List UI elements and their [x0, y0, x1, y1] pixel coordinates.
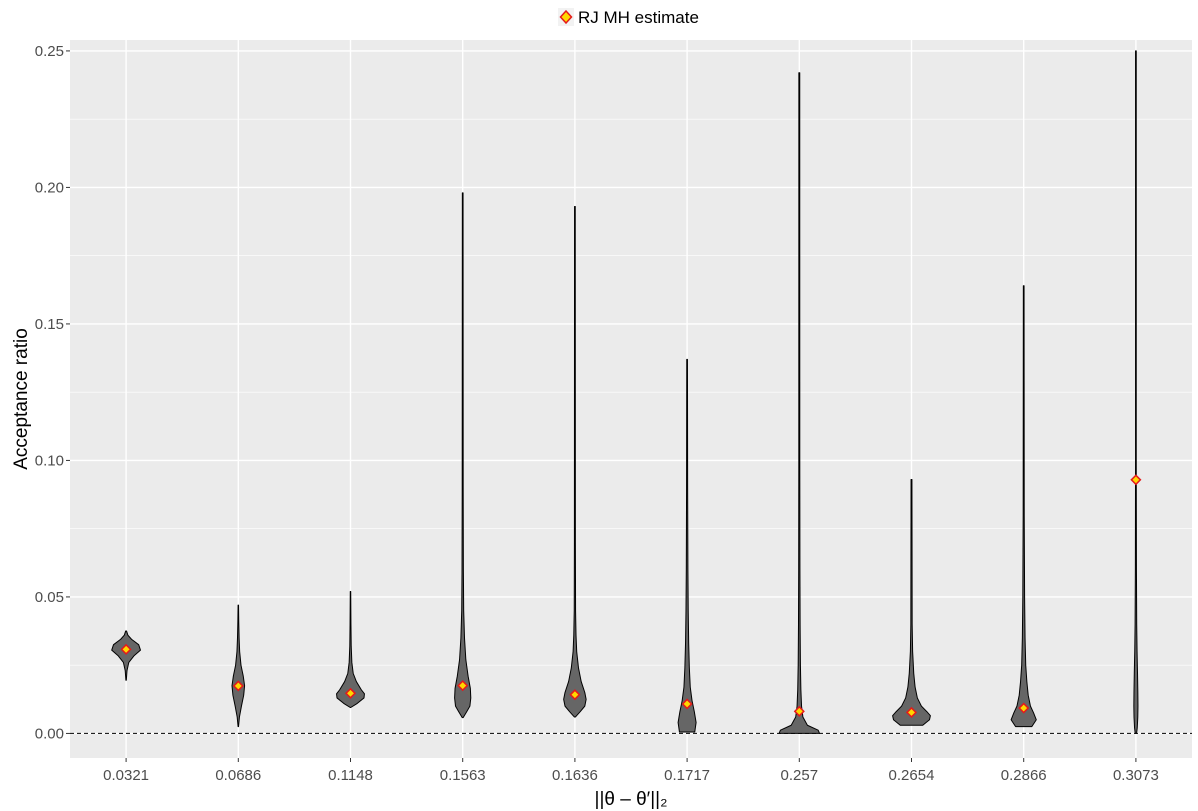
legend-diamond-marker	[559, 9, 573, 25]
violins	[111, 50, 1139, 734]
violin-0.3073	[1133, 50, 1139, 734]
y-tick-label: 0.20	[35, 179, 64, 196]
estimate-point-0.2866	[1018, 702, 1030, 714]
x-tick-label: 0.0686	[215, 767, 261, 784]
y-tick-label: 0.25	[35, 43, 64, 60]
x-tick-label: 0.257	[781, 767, 819, 784]
estimate-point-0.0321	[120, 643, 132, 655]
estimate-point-0.1148	[344, 687, 357, 699]
x-tick-label: 0.2866	[1001, 767, 1047, 784]
x-tick-label: 0.1563	[440, 767, 486, 784]
legend-label: RJ MH estimate	[578, 8, 699, 27]
violin-0.2866	[1010, 285, 1037, 728]
violin-0.2654	[892, 479, 931, 726]
estimate-point-0.1563	[457, 680, 469, 692]
y-tick-label: 0.10	[35, 452, 64, 469]
x-axis-title: ||θ – θ′||₂	[595, 789, 668, 810]
estimate-point-0.3073	[1130, 474, 1142, 486]
estimate-point-0.2654	[905, 706, 918, 718]
violin-0.1636	[563, 206, 587, 718]
violin-0.0686	[231, 604, 246, 728]
x-tick-label: 0.1717	[664, 767, 710, 784]
violin-0.1717	[677, 358, 697, 733]
x-tick-label: 0.1636	[552, 767, 598, 784]
violin-0.1148	[336, 590, 365, 708]
x-tick-label: 0.3073	[1113, 767, 1159, 784]
estimate-point-0.0686	[232, 680, 244, 692]
y-tick-label: 0.00	[35, 725, 64, 742]
y-axis: 0.00 0.05 0.10 0.15 0.20 0.25	[35, 43, 70, 742]
y-axis-title: Acceptance ratio	[11, 328, 32, 470]
estimate-point-0.1717	[681, 698, 693, 710]
plot-panel	[70, 40, 1192, 758]
estimate-point-0.257	[793, 705, 805, 717]
estimate-point-0.1636	[569, 689, 581, 701]
violin-0.0321	[111, 630, 141, 681]
x-tick-label: 0.1148	[328, 767, 373, 784]
x-tick-label: 0.0321	[103, 767, 149, 784]
legend: RJ MH estimate	[558, 8, 699, 27]
x-axis: 0.0321 0.0686 0.1148 0.1563 0.1636 0.1717 0.25…	[103, 758, 1159, 784]
violin-0.1563	[454, 192, 472, 719]
estimate-points	[120, 474, 1142, 718]
y-tick-label: 0.05	[35, 589, 64, 606]
y-tick-label: 0.15	[35, 316, 64, 333]
x-tick-label: 0.2654	[889, 767, 935, 784]
